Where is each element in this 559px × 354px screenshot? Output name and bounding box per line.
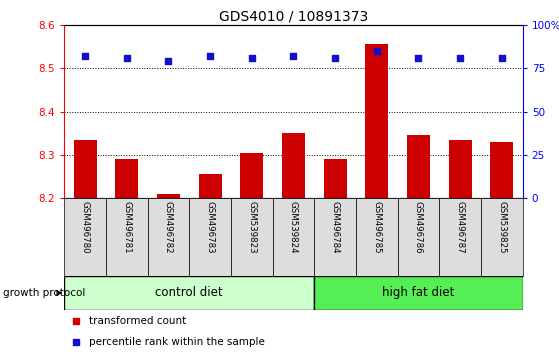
- Text: GSM496786: GSM496786: [414, 201, 423, 253]
- Text: transformed count: transformed count: [89, 316, 187, 326]
- Bar: [190, 198, 231, 276]
- Point: [164, 58, 173, 64]
- Bar: [74, 140, 97, 198]
- Bar: [148, 198, 190, 276]
- Text: GSM496781: GSM496781: [122, 201, 131, 253]
- Text: GSM539825: GSM539825: [498, 201, 506, 253]
- Bar: [481, 198, 523, 276]
- Text: percentile rank within the sample: percentile rank within the sample: [89, 337, 266, 347]
- Bar: [115, 159, 138, 198]
- Bar: [449, 140, 472, 198]
- Text: growth protocol: growth protocol: [3, 288, 85, 298]
- Title: GDS4010 / 10891373: GDS4010 / 10891373: [219, 10, 368, 24]
- Point: [372, 48, 381, 53]
- Bar: [198, 175, 221, 198]
- Text: GSM496782: GSM496782: [164, 201, 173, 253]
- Point: [414, 55, 423, 61]
- Text: control diet: control diet: [155, 286, 223, 299]
- Bar: [106, 198, 148, 276]
- Point: [331, 55, 340, 61]
- Bar: [324, 159, 347, 198]
- Point: [206, 53, 215, 59]
- Bar: [490, 142, 513, 198]
- Bar: [282, 133, 305, 198]
- Text: GSM496785: GSM496785: [372, 201, 381, 253]
- Point: [247, 55, 256, 61]
- Bar: [314, 198, 356, 276]
- Text: GSM496787: GSM496787: [456, 201, 465, 253]
- Text: GSM539823: GSM539823: [247, 201, 257, 253]
- Bar: [366, 44, 389, 198]
- Text: GSM496783: GSM496783: [206, 201, 215, 253]
- Point: [498, 55, 506, 61]
- Text: GSM496784: GSM496784: [330, 201, 340, 253]
- Text: GSM496780: GSM496780: [80, 201, 89, 253]
- Bar: [231, 198, 273, 276]
- Bar: [64, 198, 106, 276]
- Point: [289, 53, 298, 59]
- Text: GSM539824: GSM539824: [289, 201, 298, 253]
- Point: [122, 55, 131, 61]
- Bar: [273, 198, 314, 276]
- Bar: [439, 198, 481, 276]
- Bar: [64, 276, 314, 310]
- Point: [80, 53, 89, 59]
- Bar: [407, 135, 430, 198]
- Bar: [314, 276, 523, 310]
- Bar: [397, 198, 439, 276]
- Text: high fat diet: high fat diet: [382, 286, 454, 299]
- Bar: [356, 198, 397, 276]
- Bar: [157, 194, 180, 198]
- Point: [456, 55, 465, 61]
- Bar: [240, 153, 263, 198]
